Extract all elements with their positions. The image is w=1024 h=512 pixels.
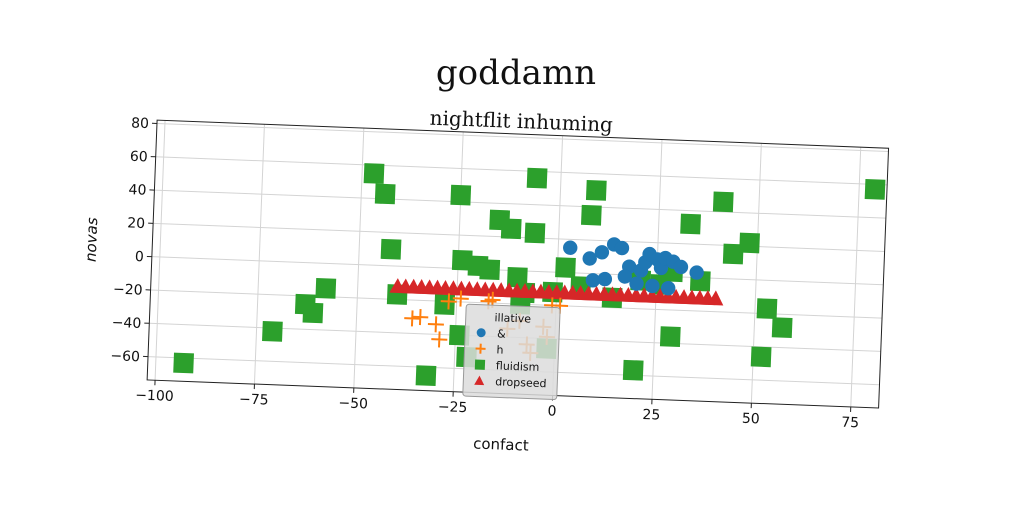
data-point — [524, 222, 546, 244]
y-grid-line — [155, 156, 888, 186]
legend-title: illative — [494, 311, 531, 325]
data-point — [629, 276, 644, 291]
y-tick-label: 0 — [135, 249, 145, 265]
data-point — [750, 346, 772, 368]
data-point — [412, 309, 429, 326]
data-point — [451, 249, 473, 271]
series-dropseed — [389, 278, 724, 306]
y-tick-label: 40 — [128, 182, 146, 199]
data-point — [582, 251, 597, 266]
x-grid-line — [154, 120, 166, 381]
legend-marker — [476, 328, 486, 338]
data-point — [659, 326, 681, 348]
x-tick-label: 75 — [841, 415, 859, 432]
y-grid-line — [156, 122, 889, 153]
data-point — [771, 317, 793, 338]
x-axis: −100 −75 −50 −25 0 25 50 75 — [135, 380, 859, 432]
data-point — [363, 163, 385, 184]
data-point — [594, 245, 610, 260]
data-point — [585, 179, 607, 201]
legend-label: dropseed — [495, 375, 547, 390]
data-point — [689, 265, 704, 280]
data-point — [452, 290, 469, 307]
y-tick-label: −40 — [111, 315, 141, 332]
data-point — [712, 191, 734, 213]
data-point — [380, 238, 402, 260]
y-grid-line — [154, 189, 886, 219]
y-tick-label: 80 — [131, 115, 149, 132]
chart-title: goddamn — [436, 53, 596, 93]
data-point — [374, 183, 396, 205]
legend-label: fluidism — [496, 359, 540, 374]
data-point — [500, 218, 522, 240]
data-point — [302, 302, 324, 324]
data-point — [434, 294, 456, 316]
x-grid-line — [253, 124, 265, 385]
x-grid-line — [850, 147, 862, 407]
data-point — [864, 179, 886, 200]
data-point — [673, 259, 689, 275]
data-point — [404, 310, 421, 327]
data-point — [563, 240, 578, 255]
data-point — [431, 331, 448, 348]
legend-box — [462, 303, 561, 401]
data-point — [415, 365, 437, 387]
data-point — [173, 352, 194, 374]
x-tick-label: −75 — [239, 391, 269, 408]
legend-marker — [475, 343, 486, 354]
data-point — [262, 320, 283, 342]
series-ampersand — [563, 237, 704, 296]
x-tick-label: −25 — [438, 399, 468, 416]
data-point — [581, 204, 602, 226]
data-point — [722, 243, 744, 265]
data-point — [617, 269, 633, 284]
data-point — [661, 280, 676, 296]
data-point — [315, 278, 337, 299]
y-axis: −60 −40 −20 0 20 40 60 80 — [110, 115, 157, 365]
y-axis-label: novas — [82, 217, 102, 262]
y-tick-label: −60 — [110, 348, 140, 365]
data-point — [680, 213, 701, 235]
legend-marker — [474, 359, 486, 370]
data-point — [756, 298, 778, 320]
x-axis-label: confact — [473, 434, 529, 454]
data-point — [479, 259, 501, 281]
data-point — [506, 267, 528, 288]
data-point — [555, 257, 576, 278]
y-tick-label: 20 — [127, 215, 145, 232]
data-point — [440, 293, 457, 310]
data-point — [450, 184, 472, 206]
data-point — [585, 273, 601, 288]
data-point — [739, 232, 760, 254]
legend-label: & — [497, 327, 506, 340]
data-point — [597, 271, 613, 287]
data-point — [614, 240, 630, 256]
data-point — [622, 359, 644, 381]
data-point — [645, 278, 660, 294]
x-tick-label: −100 — [135, 387, 174, 404]
x-tick-label: −50 — [338, 395, 368, 412]
legend-marker — [474, 375, 485, 386]
data-point — [526, 167, 548, 189]
x-grid-line — [353, 128, 365, 388]
y-tick-label: 60 — [130, 149, 148, 166]
y-tick-label: −20 — [113, 282, 143, 299]
legend-label: h — [496, 343, 503, 356]
data-point — [427, 316, 444, 333]
plot-group: nightflit inhuming −100 −75 −50 −25 0 25 50 75 … — [82, 106, 890, 455]
x-tick-label: 0 — [547, 403, 557, 419]
x-tick-label: 50 — [742, 411, 760, 428]
data-point — [707, 290, 724, 306]
x-tick-label: 25 — [642, 407, 660, 424]
